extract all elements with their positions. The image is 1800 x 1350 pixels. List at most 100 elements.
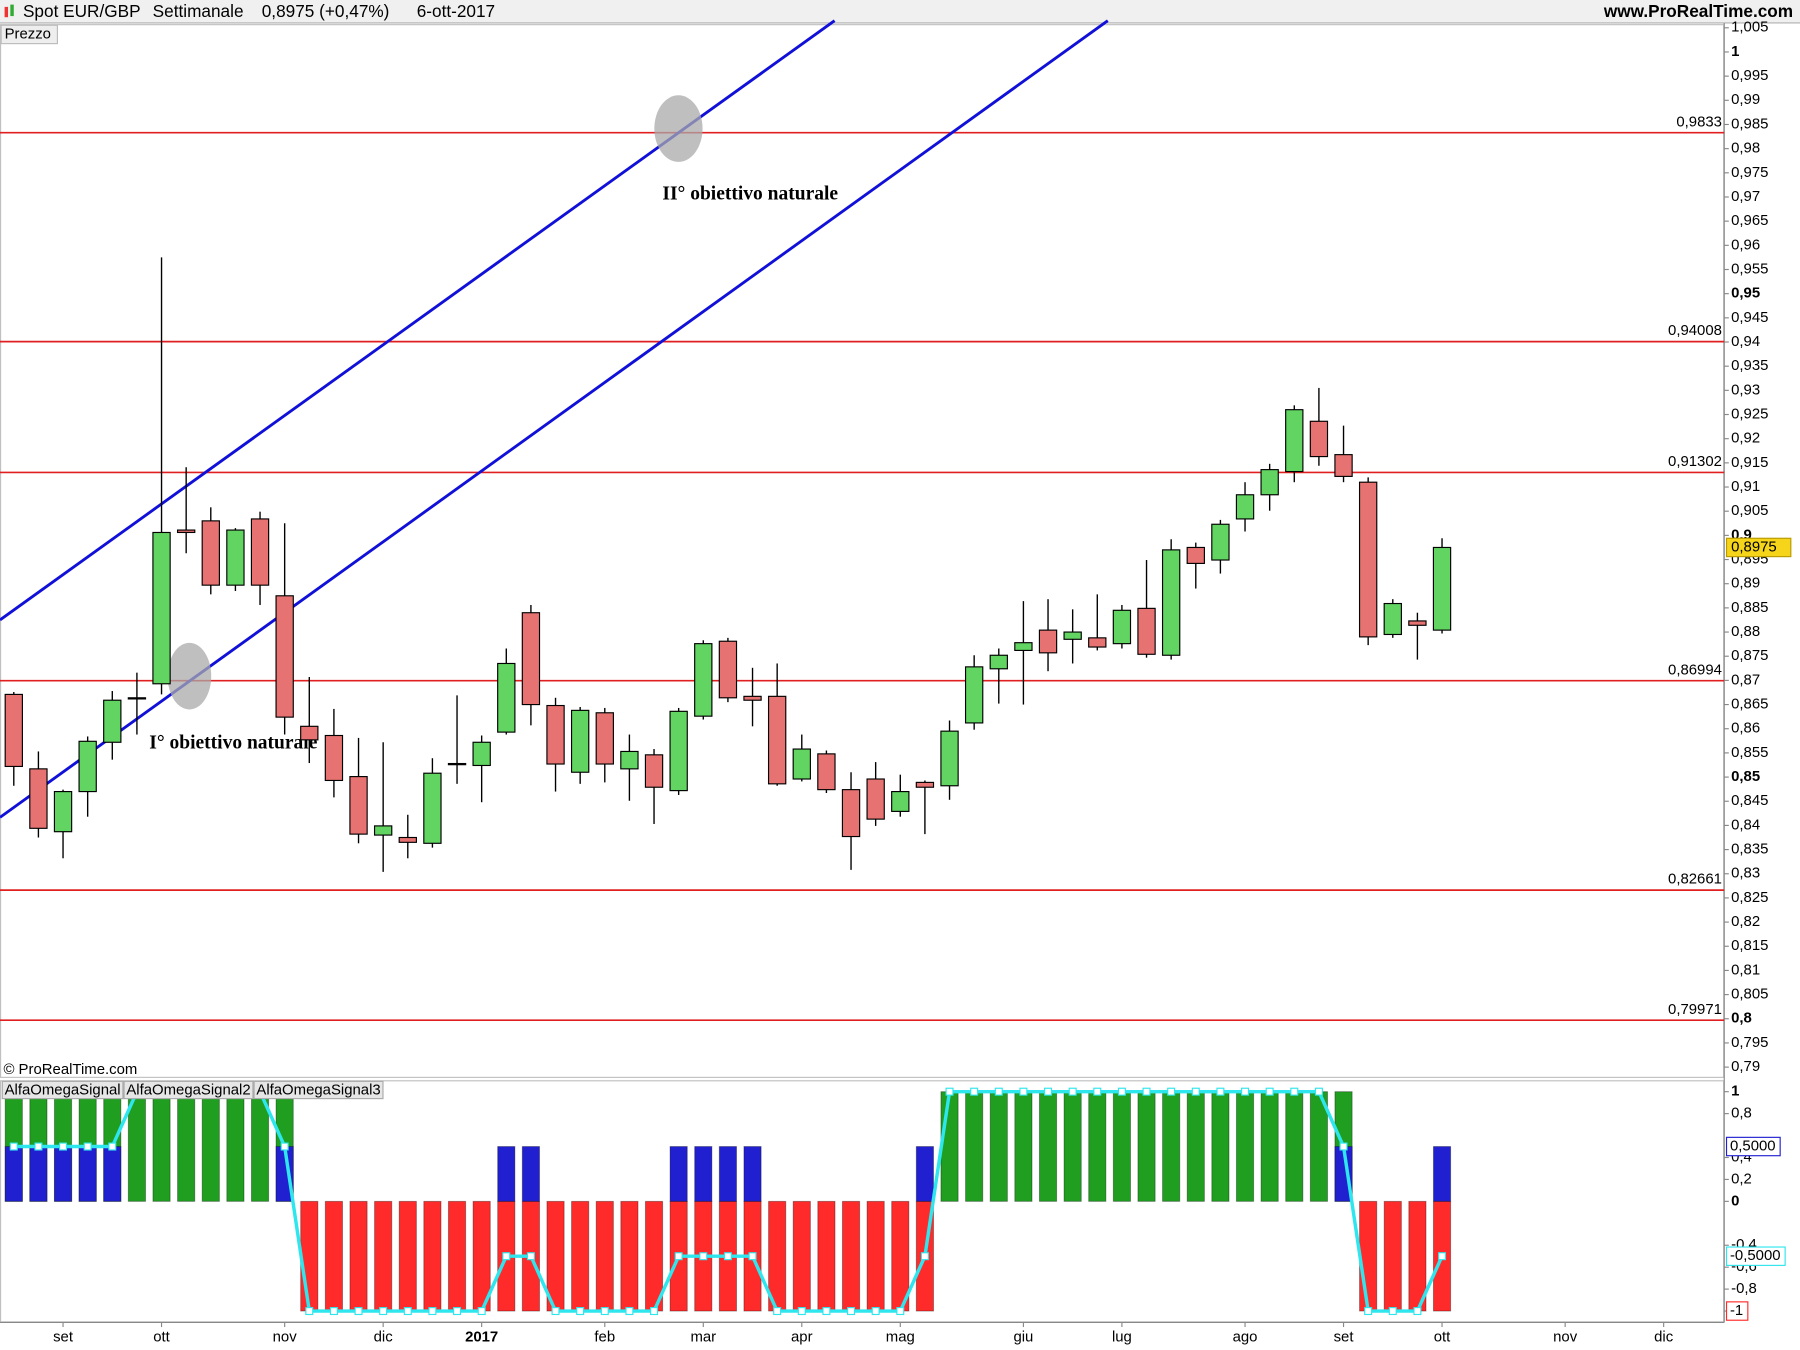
signal-point <box>1388 1307 1397 1316</box>
signal-bar <box>1432 1146 1452 1202</box>
signal-bar <box>201 1091 220 1202</box>
candle-body <box>4 693 23 768</box>
signal-bar <box>1285 1091 1304 1202</box>
signal-bar <box>595 1200 614 1312</box>
signal-point <box>83 1142 92 1151</box>
y-tick-label: 0,91 <box>1731 478 1760 495</box>
candle-body <box>817 753 836 791</box>
target-marker <box>654 95 703 162</box>
y-tick-label: 0,955 <box>1731 260 1768 277</box>
signal-bar <box>915 1146 934 1202</box>
candle-body <box>1088 637 1107 648</box>
signal-bar <box>103 1146 122 1202</box>
candle-body <box>152 531 171 685</box>
y-tick-label: 0,95 <box>1731 285 1760 302</box>
symbol: Spot EUR/GBP <box>23 1 141 21</box>
signal-bar <box>78 1146 97 1202</box>
last-price-badge <box>1725 537 1792 558</box>
signal-point <box>822 1307 831 1316</box>
signal-bar <box>152 1091 171 1202</box>
candle-body <box>472 741 491 767</box>
y-tick-label: 0,995 <box>1731 67 1768 84</box>
y-tick-label: 0,86 <box>1731 720 1760 737</box>
last-price-label: 0,8975 <box>1731 538 1777 555</box>
signal-bar <box>1063 1091 1082 1202</box>
signal-bar <box>300 1200 319 1312</box>
signal-point <box>723 1252 732 1261</box>
signal-bar <box>1137 1091 1156 1202</box>
y-tick-label: 0,87 <box>1731 671 1760 688</box>
signal-point <box>403 1307 412 1316</box>
y-tick-label: 0,845 <box>1731 792 1768 809</box>
signal-bar <box>53 1146 73 1202</box>
copyright: © ProRealTime.com <box>3 1061 137 1078</box>
legend-label: AlfaOmegaSignal3 <box>256 1081 380 1098</box>
signal-point <box>650 1307 659 1316</box>
candle-body <box>1334 454 1353 477</box>
signal-point <box>329 1307 338 1316</box>
panel-label-box <box>0 24 58 45</box>
x-tick-label: nov <box>1553 1328 1578 1345</box>
signal-point <box>305 1307 314 1316</box>
signal-bar <box>743 1146 762 1202</box>
signal-bar <box>423 1200 442 1312</box>
candle-body <box>275 595 294 718</box>
y-tick-label: 0,97 <box>1731 188 1760 205</box>
signal-bar <box>398 1200 417 1312</box>
signal-point <box>551 1307 560 1316</box>
candle-body <box>767 695 787 785</box>
y-tick-label: 1 <box>1731 1083 1739 1100</box>
signal-bar <box>1038 1091 1058 1202</box>
y-tick-label: 0,84 <box>1731 816 1760 833</box>
signal-point <box>847 1307 856 1316</box>
legend-box <box>123 1080 254 1100</box>
y-tick-label: 0,92 <box>1731 430 1760 447</box>
signal-point <box>674 1252 683 1261</box>
y-tick-label: 0,88 <box>1731 623 1760 640</box>
legend-box <box>1 1080 124 1100</box>
signal-point <box>59 1142 68 1151</box>
signal-bar <box>1211 1091 1230 1202</box>
x-tick-label: mag <box>886 1328 915 1345</box>
signal-bar <box>841 1200 861 1312</box>
y-tick-label: 0,985 <box>1731 115 1768 132</box>
candle-body <box>989 654 1008 670</box>
signal-bar <box>1235 1091 1255 1202</box>
candle-body <box>915 781 935 788</box>
signal-point <box>773 1307 782 1316</box>
signal-bar <box>4 1146 23 1202</box>
signal-point <box>1117 1087 1126 1096</box>
candle-body <box>103 699 122 743</box>
last-value-badge <box>1725 1301 1749 1321</box>
signal-point <box>896 1307 905 1316</box>
candle-body <box>891 791 910 812</box>
candle-body <box>792 748 811 780</box>
candle-body <box>570 709 590 773</box>
signal-point <box>280 1142 289 1151</box>
candles <box>4 257 1452 872</box>
date: 6-ott-2017 <box>417 1 495 21</box>
signal-bar <box>1162 1091 1181 1202</box>
x-tick-label: lug <box>1112 1328 1132 1345</box>
y-tick-label: 0,96 <box>1731 236 1760 253</box>
x-tick-label: nov <box>273 1328 298 1345</box>
legend-label: AlfaOmegaSignal <box>5 1081 121 1098</box>
signal-point <box>920 1252 929 1261</box>
y-tick-label: 0,94 <box>1731 333 1760 350</box>
signal-bar <box>940 1091 959 1202</box>
y-tick-label: -0,8 <box>1731 1280 1757 1297</box>
signal-point <box>1044 1087 1053 1096</box>
y-tick-label: 0,93 <box>1731 381 1760 398</box>
y-tick-label: 0,83 <box>1731 865 1760 882</box>
y-tick-label: 0,825 <box>1731 889 1768 906</box>
signal-point <box>9 1142 18 1151</box>
y-tick-label: 0,875 <box>1731 647 1768 664</box>
axes: 0,790,7950,80,8050,810,8150,820,8250,830… <box>53 19 1792 1345</box>
panel-label: Prezzo <box>5 25 51 42</box>
signal-bar <box>1088 1091 1107 1202</box>
y-tick-label: 1,005 <box>1731 19 1768 36</box>
signal-point <box>428 1307 437 1316</box>
candle-body <box>841 789 861 838</box>
y-tick-label: 0,945 <box>1731 309 1768 326</box>
